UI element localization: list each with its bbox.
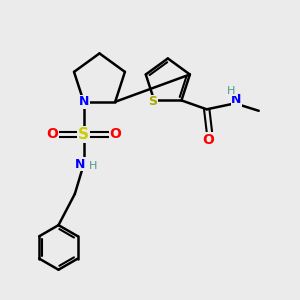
Text: H: H	[227, 86, 236, 96]
Text: N: N	[79, 95, 89, 108]
Text: N: N	[75, 158, 86, 171]
Text: O: O	[110, 128, 122, 142]
Text: S: S	[78, 127, 89, 142]
Text: H: H	[88, 161, 97, 171]
Text: O: O	[46, 128, 58, 142]
Text: O: O	[202, 133, 214, 147]
Text: N: N	[231, 93, 242, 106]
Text: S: S	[148, 95, 157, 108]
